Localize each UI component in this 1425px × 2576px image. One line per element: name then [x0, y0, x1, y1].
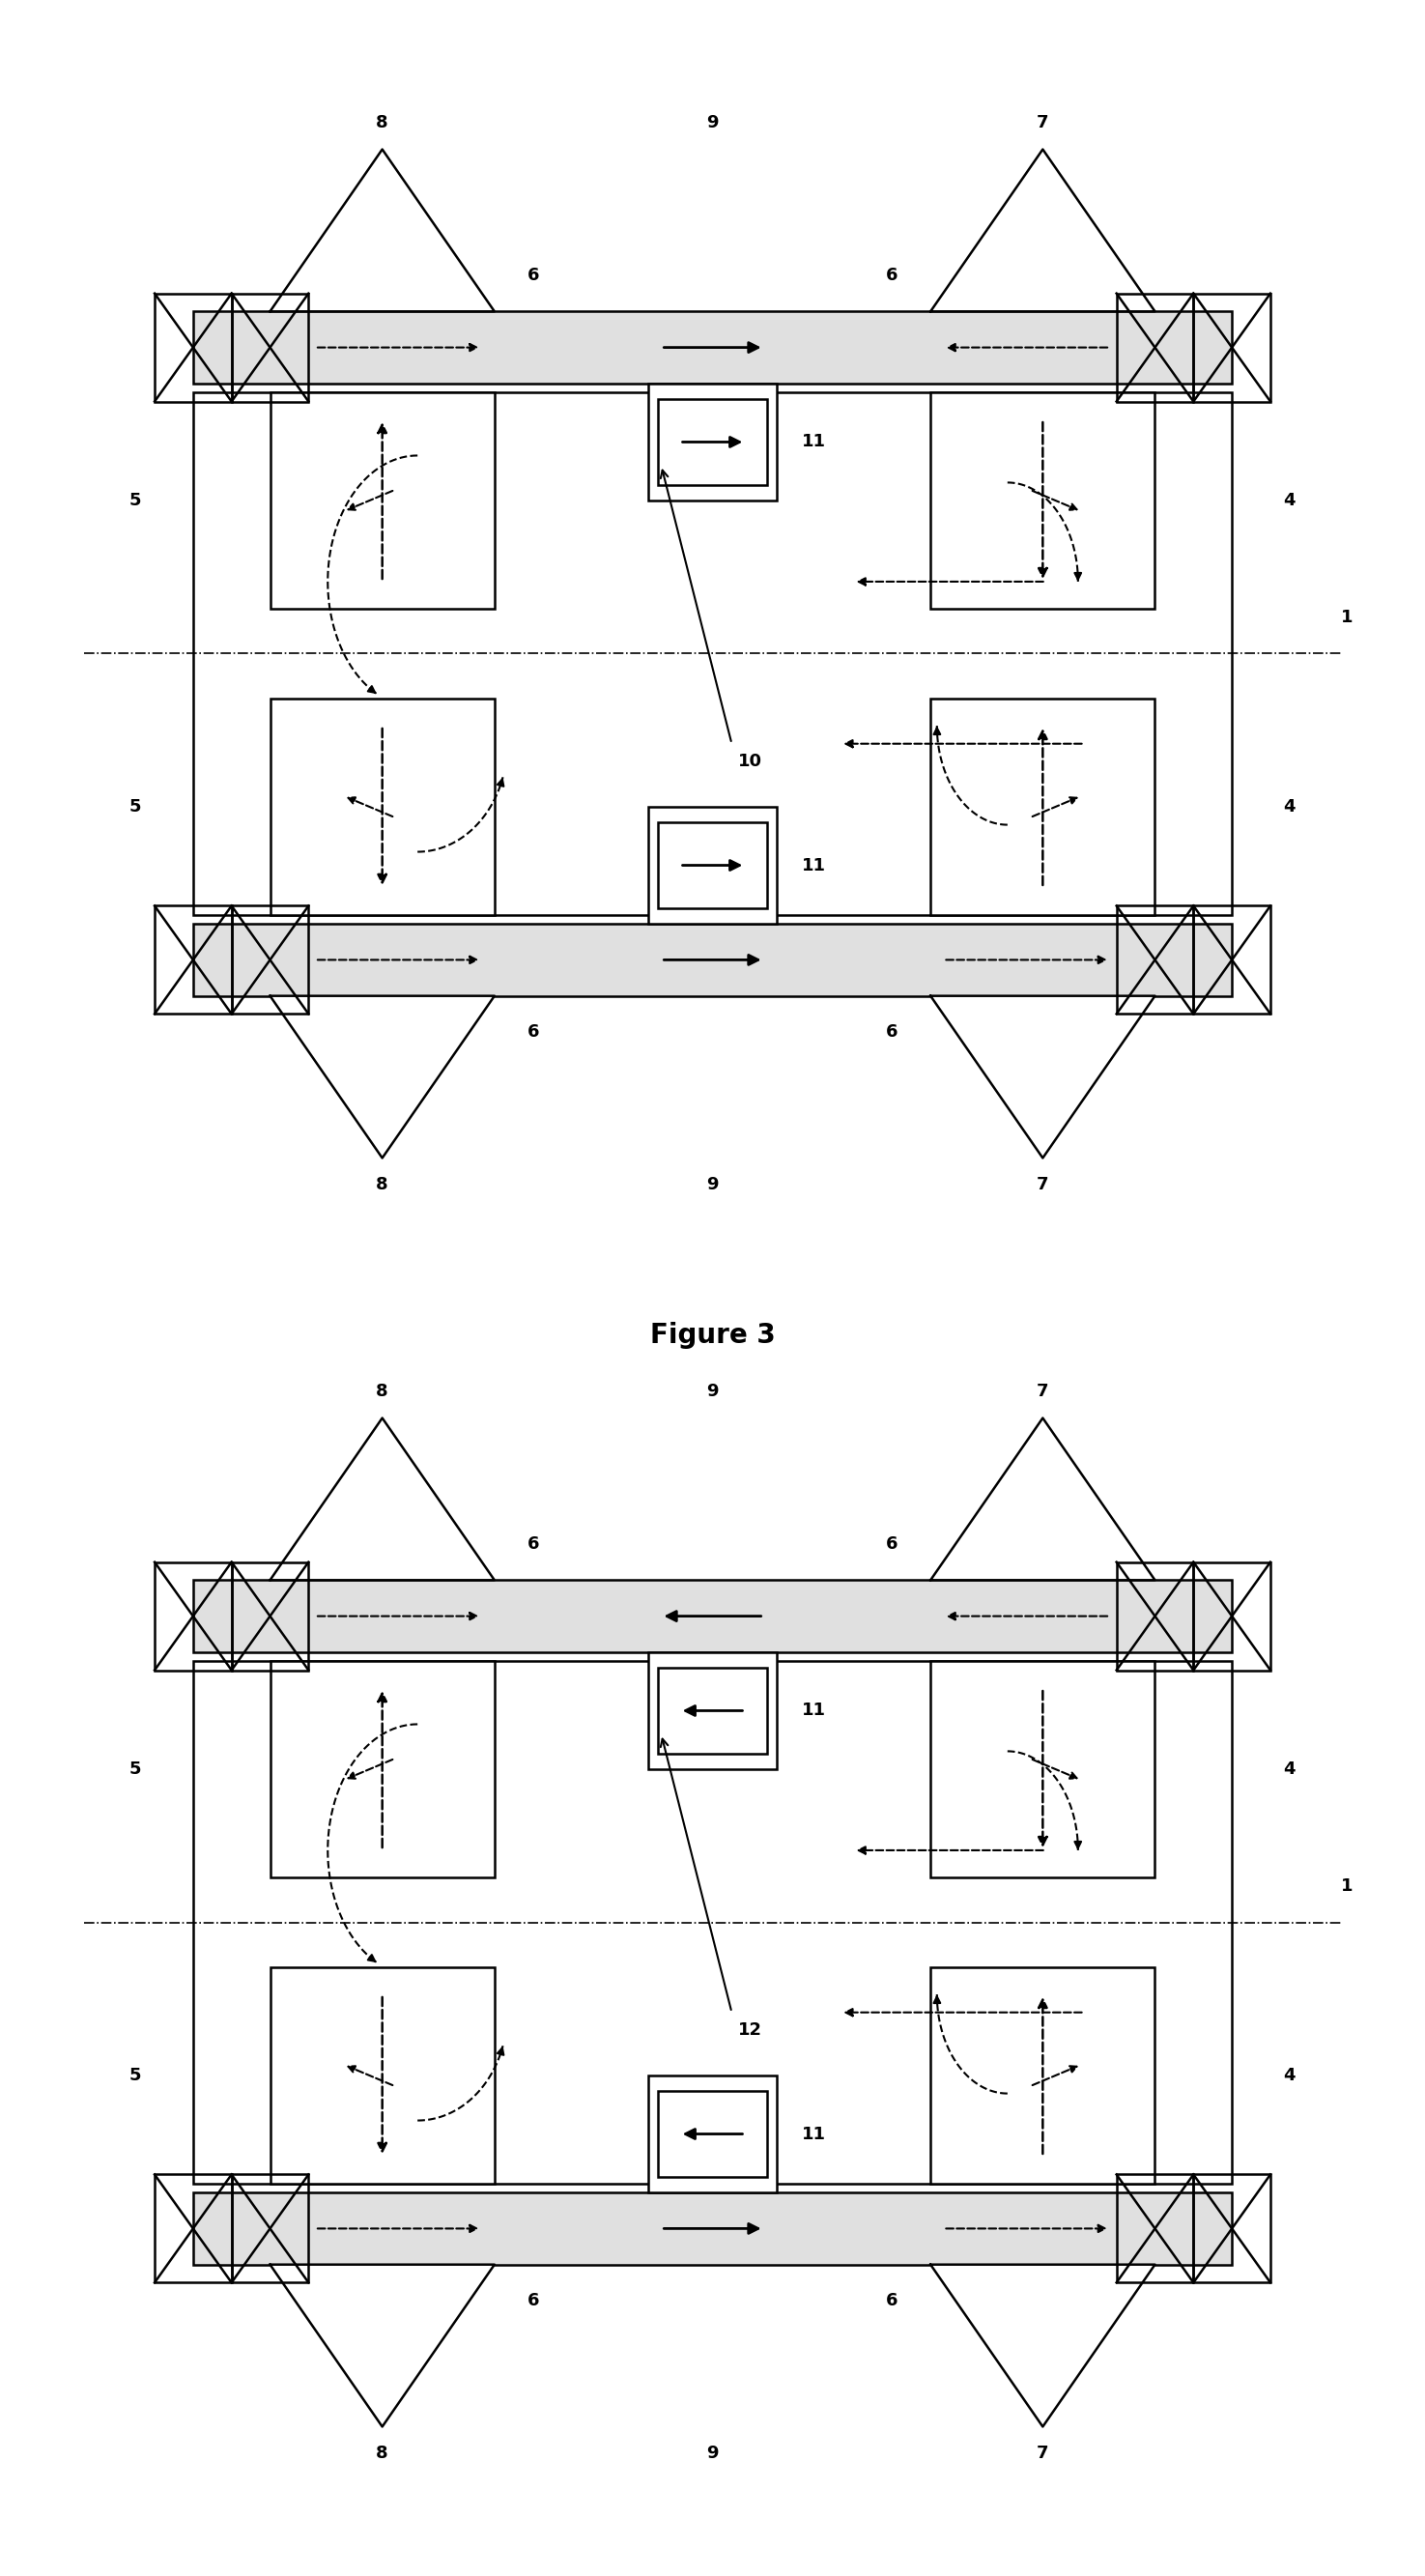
Text: 8: 8 — [376, 2445, 389, 2463]
Text: 9: 9 — [428, 2056, 439, 2074]
Text: 10: 10 — [738, 752, 762, 770]
Text: 6: 6 — [527, 1023, 539, 1041]
Bar — [1194, 294, 1271, 402]
Text: 9: 9 — [707, 1177, 718, 1193]
Bar — [231, 294, 308, 402]
Text: 8: 8 — [376, 113, 389, 131]
Text: 11: 11 — [802, 858, 826, 873]
Polygon shape — [931, 997, 1154, 1159]
Text: 9: 9 — [986, 788, 998, 804]
Text: 9: 9 — [428, 788, 439, 804]
Text: 6: 6 — [886, 2293, 898, 2308]
Text: 7: 7 — [1037, 1383, 1049, 1399]
Polygon shape — [271, 1417, 494, 1579]
Text: 11: 11 — [802, 433, 826, 451]
Text: 8: 8 — [376, 1383, 389, 1399]
Text: 1: 1 — [1341, 608, 1352, 626]
Text: 7: 7 — [1037, 2445, 1049, 2463]
Text: 9: 9 — [1015, 1741, 1026, 1759]
Bar — [931, 1662, 1154, 1878]
Bar — [194, 1662, 1231, 2184]
Bar — [648, 806, 777, 925]
Bar — [648, 2076, 777, 2192]
Bar — [1117, 1561, 1194, 1669]
Text: 9: 9 — [1015, 474, 1026, 492]
Text: Figure 3: Figure 3 — [650, 1321, 775, 1350]
Text: 8: 8 — [376, 1177, 389, 1193]
Bar — [658, 822, 767, 909]
Bar — [1117, 2174, 1194, 2282]
Bar — [155, 294, 231, 402]
Text: 1: 1 — [1341, 1878, 1352, 1896]
Bar — [271, 1662, 494, 1878]
Bar — [194, 392, 1231, 914]
Text: 9: 9 — [428, 1749, 439, 1767]
Bar — [1117, 907, 1194, 1015]
Text: 6: 6 — [886, 268, 898, 283]
Text: 4: 4 — [1284, 799, 1295, 817]
Text: 9: 9 — [986, 482, 998, 497]
Text: 4: 4 — [1284, 492, 1295, 510]
Bar — [1194, 1561, 1271, 1669]
Polygon shape — [931, 1417, 1154, 1579]
Text: 9: 9 — [986, 1749, 998, 1767]
Text: 7: 7 — [1037, 1177, 1049, 1193]
Text: 6: 6 — [886, 1023, 898, 1041]
Bar — [1194, 2174, 1271, 2282]
Text: 6: 6 — [886, 1535, 898, 1553]
Text: 6: 6 — [527, 1535, 539, 1553]
Bar — [648, 1651, 777, 1770]
Bar — [931, 698, 1154, 914]
Bar — [155, 2174, 231, 2282]
Text: 11: 11 — [802, 1703, 826, 1718]
Text: 11: 11 — [802, 2125, 826, 2143]
Bar — [658, 1667, 767, 1754]
Bar — [658, 399, 767, 484]
Text: 5: 5 — [130, 799, 141, 817]
Bar — [194, 312, 1231, 384]
Text: 6: 6 — [527, 268, 539, 283]
Text: 5: 5 — [130, 1759, 141, 1777]
Bar — [155, 907, 231, 1015]
Text: 4: 4 — [1284, 1759, 1295, 1777]
Polygon shape — [271, 149, 494, 312]
Text: 9: 9 — [707, 113, 718, 131]
Bar — [271, 392, 494, 608]
Bar — [194, 925, 1231, 997]
Text: 4: 4 — [1284, 2066, 1295, 2084]
Text: 9: 9 — [428, 482, 439, 497]
Bar — [194, 2192, 1231, 2264]
Bar — [231, 1561, 308, 1669]
Text: 12: 12 — [738, 2022, 762, 2038]
Bar — [931, 1968, 1154, 2184]
Bar — [231, 907, 308, 1015]
Text: 9: 9 — [707, 1383, 718, 1399]
Bar — [648, 384, 777, 500]
Polygon shape — [931, 149, 1154, 312]
Polygon shape — [931, 2264, 1154, 2427]
Bar — [1117, 294, 1194, 402]
Text: 9: 9 — [707, 2445, 718, 2463]
Bar — [1194, 907, 1271, 1015]
Bar — [931, 392, 1154, 608]
Bar — [155, 1561, 231, 1669]
Text: 9: 9 — [373, 1741, 385, 1759]
Text: 5: 5 — [130, 492, 141, 510]
Bar — [231, 2174, 308, 2282]
Bar — [658, 2092, 767, 2177]
Text: 7: 7 — [1037, 113, 1049, 131]
Bar — [271, 698, 494, 914]
Bar — [271, 1968, 494, 2184]
Polygon shape — [271, 997, 494, 1159]
Text: 6: 6 — [527, 2293, 539, 2308]
Bar — [194, 1579, 1231, 1651]
Polygon shape — [271, 2264, 494, 2427]
Text: 9: 9 — [373, 474, 385, 492]
Text: 9: 9 — [986, 2056, 998, 2074]
Text: 5: 5 — [130, 2066, 141, 2084]
